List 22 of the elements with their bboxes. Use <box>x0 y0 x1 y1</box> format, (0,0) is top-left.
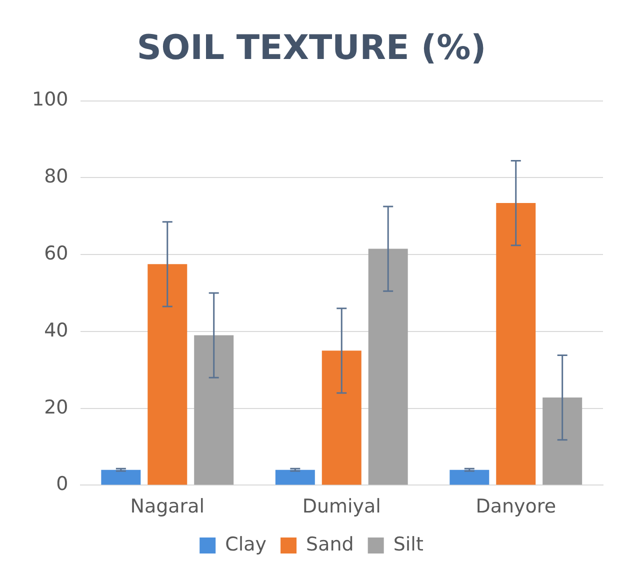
x-tick-label: Nagaral <box>130 496 205 518</box>
y-tick-label: 0 <box>56 473 68 496</box>
legend-label: Clay <box>225 533 267 556</box>
chart-title: SOIL TEXTURE (%) <box>136 28 486 68</box>
bar <box>496 203 536 485</box>
bar <box>148 264 188 485</box>
bar <box>101 470 141 485</box>
y-tick-label: 20 <box>44 396 68 418</box>
y-tick-label: 40 <box>44 319 68 342</box>
y-tick-label: 80 <box>44 166 68 188</box>
bar <box>368 248 408 485</box>
bar <box>322 350 362 485</box>
y-tick-label: 100 <box>32 88 68 111</box>
bar <box>194 335 234 485</box>
legend-label: Silt <box>393 533 424 556</box>
bar <box>542 398 582 485</box>
bar <box>275 470 315 485</box>
x-tick-label: Dumiyal <box>302 496 381 518</box>
y-tick-label: 60 <box>44 242 68 264</box>
legend-label: Sand <box>306 533 354 556</box>
bar <box>450 470 490 485</box>
x-tick-label: Danyore <box>476 496 556 518</box>
